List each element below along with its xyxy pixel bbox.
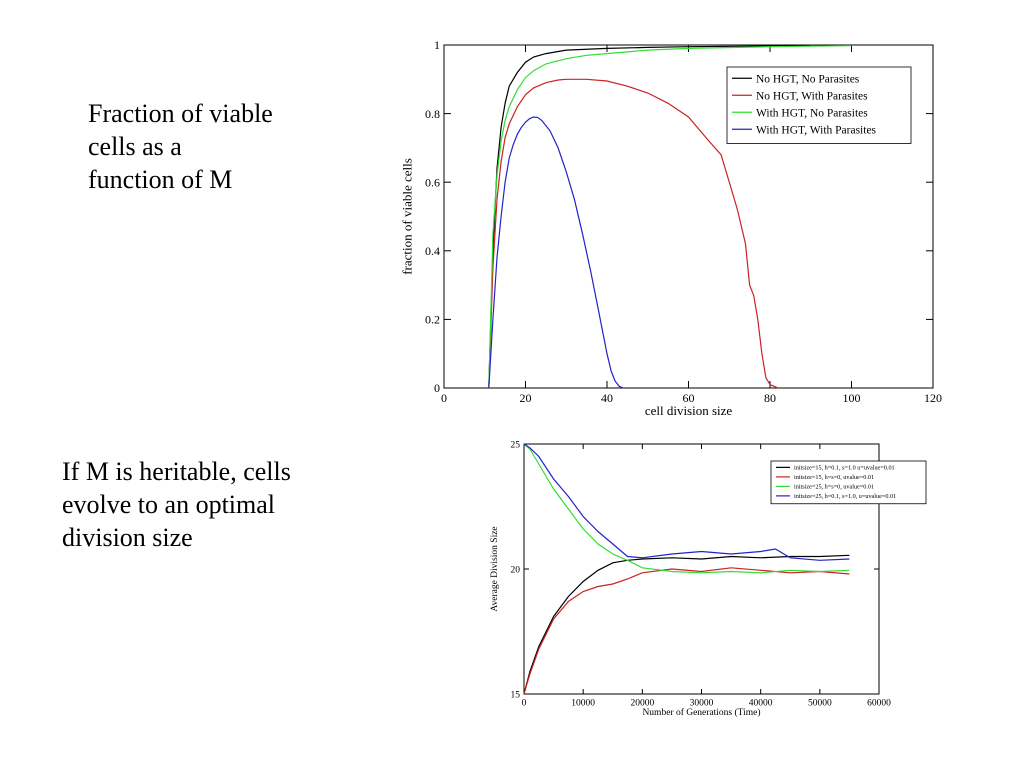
chart1-legend-label-3: With HGT, No Parasites — [756, 107, 868, 119]
chart2-x-axis-label: Number of Generations (Time) — [642, 707, 760, 718]
chart1-series-line-1 — [488, 45, 811, 389]
top-caption-line-2: cells as a — [88, 132, 182, 161]
chart2-x-tick-label: 20000 — [630, 699, 654, 709]
chart2-y-tick-label: 15 — [511, 690, 521, 700]
bottom-caption: If M is heritable, cells evolve to an op… — [62, 455, 382, 554]
chart1-legend-label-4: With HGT, With Parasites — [756, 124, 877, 136]
chart2-legend-box — [770, 460, 927, 505]
chart2-y-tick-label: 25 — [511, 440, 521, 450]
top-caption-line-3: function of M — [88, 165, 233, 194]
chart2-series-line-4 — [523, 443, 850, 561]
chart1-x-tick-label: 80 — [764, 391, 776, 405]
bottom-caption-line-3: division size — [62, 523, 193, 552]
chart2-series-line-2 — [523, 567, 850, 695]
chart2-x-tick-label: 40000 — [749, 699, 773, 709]
chart2-legend-label-4: initsize=25, h=0.1, s=1.0, u=uvalue=0.01 — [794, 493, 896, 500]
chart2-legend-label-2: initsize=15, h=s=0, uvalue=0.01 — [794, 474, 874, 481]
chart2-x-tick-label: 0 — [522, 699, 527, 709]
chart1-x-tick-label: 0 — [441, 391, 447, 405]
bottom-caption-line-1: If M is heritable, cells — [62, 457, 291, 486]
chart1-x-axis-label: cell division size — [645, 403, 733, 418]
chart1-x-tick-label: 20 — [520, 391, 532, 405]
chart1-y-tick-label: 0.6 — [425, 175, 440, 189]
chart1-series-line-3 — [488, 45, 852, 389]
chart1-x-tick-label: 60 — [683, 391, 695, 405]
chart2-x-tick-label: 60000 — [867, 699, 891, 709]
chart1-y-tick-label: 0.8 — [425, 107, 440, 121]
chart1-y-tick-label: 0.2 — [425, 313, 440, 327]
chart2-x-tick-label: 10000 — [571, 699, 595, 709]
bottom-caption-line-2: evolve to an optimal — [62, 490, 276, 519]
chart1-x-tick-label: 120 — [924, 391, 942, 405]
chart2-series-line-3 — [523, 443, 850, 574]
chart2-x-tick-label: 30000 — [690, 699, 714, 709]
chart2-legend-label-3: initsize=25, h=s=0, uvalue=0.01 — [794, 484, 874, 491]
chart2-x-tick-label: 50000 — [808, 699, 832, 709]
top-caption-line-1: Fraction of viable — [88, 99, 273, 128]
chart1-y-tick-label: 0.4 — [425, 244, 440, 258]
chart1-y-axis-label: fraction of viable cells — [400, 158, 415, 275]
chart1-series-line-2 — [488, 78, 779, 389]
chart1-legend-label-2: No HGT, With Parasites — [756, 90, 868, 102]
chart2-y-tick-label: 20 — [511, 565, 521, 575]
chart1-legend-label-1: No HGT, No Parasites — [756, 73, 860, 85]
chart2-legend-label-1: initsize=15, h=0.1, s=1.0 u=uvalue=0.01 — [794, 465, 895, 472]
chart1-x-tick-label: 100 — [843, 391, 861, 405]
chart1-legend-box — [726, 66, 912, 144]
chart1-series-line-4 — [488, 116, 624, 389]
chart1-y-tick-label: 1 — [434, 38, 440, 52]
chart1-y-tick-label: 0 — [434, 381, 440, 395]
chart2-y-axis-label: Average Division Size — [490, 526, 500, 611]
chart1-x-tick-label: 40 — [601, 391, 613, 405]
top-caption: Fraction of viable cells as a function o… — [88, 97, 348, 196]
